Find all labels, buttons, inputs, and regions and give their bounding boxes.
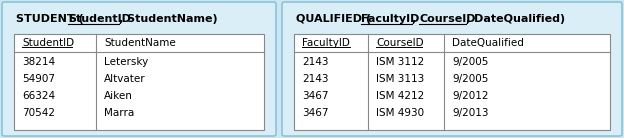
Text: 54907: 54907 [22,74,55,84]
Text: STUDENT (: STUDENT ( [16,14,84,24]
Text: 2143: 2143 [302,57,328,67]
Text: StudentName: StudentName [104,38,176,48]
Text: 9/2005: 9/2005 [452,57,489,67]
Text: FacultyID: FacultyID [361,14,419,24]
Text: StudentID: StudentID [22,38,74,48]
FancyBboxPatch shape [2,2,276,136]
Text: StudentID: StudentID [68,14,131,24]
Text: 38214: 38214 [22,57,55,67]
Text: 3467: 3467 [302,91,328,101]
Bar [294,34,610,130]
Text: 9/2005: 9/2005 [452,74,489,84]
Text: Marra: Marra [104,108,134,118]
Text: CourseID: CourseID [419,14,475,24]
Text: ISM 4212: ISM 4212 [376,91,424,101]
Text: , DateQualified): , DateQualified) [466,14,565,24]
Text: ISM 3113: ISM 3113 [376,74,424,84]
Text: 9/2013: 9/2013 [452,108,489,118]
Text: Letersky: Letersky [104,57,149,67]
Text: 70542: 70542 [22,108,55,118]
Text: DateQualified: DateQualified [452,38,524,48]
Text: CourseID: CourseID [376,38,424,48]
Text: 3467: 3467 [302,108,328,118]
Text: ,: , [412,14,420,24]
Text: FacultyID: FacultyID [302,38,350,48]
Text: , StudentName): , StudentName) [119,14,218,24]
Text: ISM 3112: ISM 3112 [376,57,424,67]
Text: 66324: 66324 [22,91,55,101]
Text: Altvater: Altvater [104,74,145,84]
Text: QUALIFIED (: QUALIFIED ( [296,14,371,24]
Text: 9/2012: 9/2012 [452,91,489,101]
Text: 2143: 2143 [302,74,328,84]
Text: ISM 4930: ISM 4930 [376,108,424,118]
FancyBboxPatch shape [282,2,622,136]
Text: Aiken: Aiken [104,91,133,101]
Bar [14,34,264,130]
